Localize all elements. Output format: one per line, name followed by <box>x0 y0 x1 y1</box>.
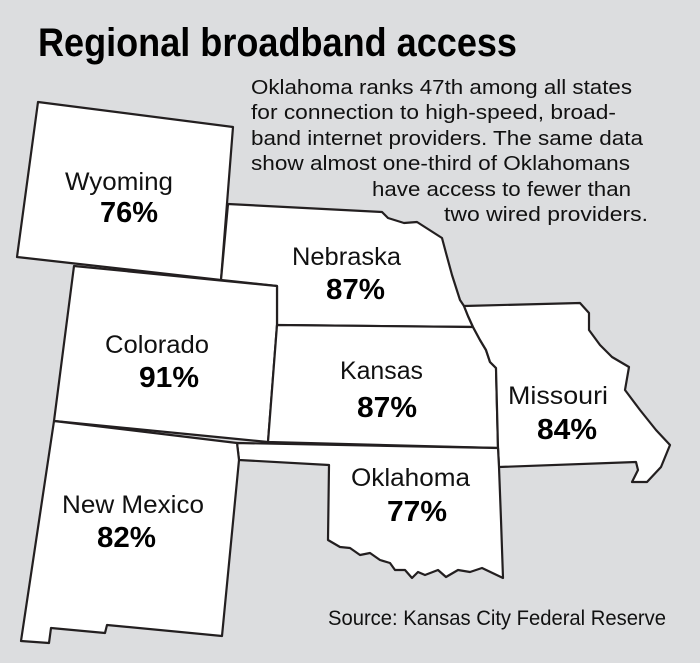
label-kansas-value: 87% <box>357 392 417 424</box>
intro-line: have access to fewer than <box>372 179 631 201</box>
label-wyoming-value: 76% <box>100 197 158 229</box>
label-nebraska-value: 87% <box>326 274 385 306</box>
label-wyoming-name: Wyoming <box>65 168 173 196</box>
state-labels: Wyoming 76% Nebraska 87% Colorado 91% Ka… <box>62 168 608 554</box>
intro-line: band internet providers. The same data <box>251 128 644 150</box>
label-oklahoma-name: Oklahoma <box>351 464 470 492</box>
intro-text: Oklahoma ranks 47th among all states for… <box>251 77 648 226</box>
intro-line: two wired providers. <box>444 204 648 226</box>
label-oklahoma-value: 77% <box>387 496 447 528</box>
label-colorado-value: 91% <box>139 362 199 394</box>
state-kansas[interactable] <box>266 323 500 450</box>
intro-line: for connection to high-speed, broad- <box>251 102 616 124</box>
intro-line: Oklahoma ranks 47th among all states <box>251 77 632 99</box>
source-credit: Source: Kansas City Federal Reserve <box>328 607 666 630</box>
label-colorado-name: Colorado <box>105 331 209 359</box>
label-new-mexico-name: New Mexico <box>62 491 204 519</box>
intro-line: show almost one-third of Oklahomans <box>251 153 630 175</box>
label-missouri-name: Missouri <box>508 382 608 410</box>
states <box>15 100 672 645</box>
title: Regional broadband access <box>38 21 517 65</box>
state-new-mexico[interactable] <box>19 419 241 645</box>
label-kansas-name: Kansas <box>340 357 423 385</box>
state-missouri[interactable] <box>462 301 672 484</box>
label-new-mexico-value: 82% <box>97 522 156 554</box>
label-missouri-value: 84% <box>537 414 597 446</box>
state-oklahoma[interactable] <box>235 441 505 580</box>
label-nebraska-name: Nebraska <box>292 243 401 271</box>
